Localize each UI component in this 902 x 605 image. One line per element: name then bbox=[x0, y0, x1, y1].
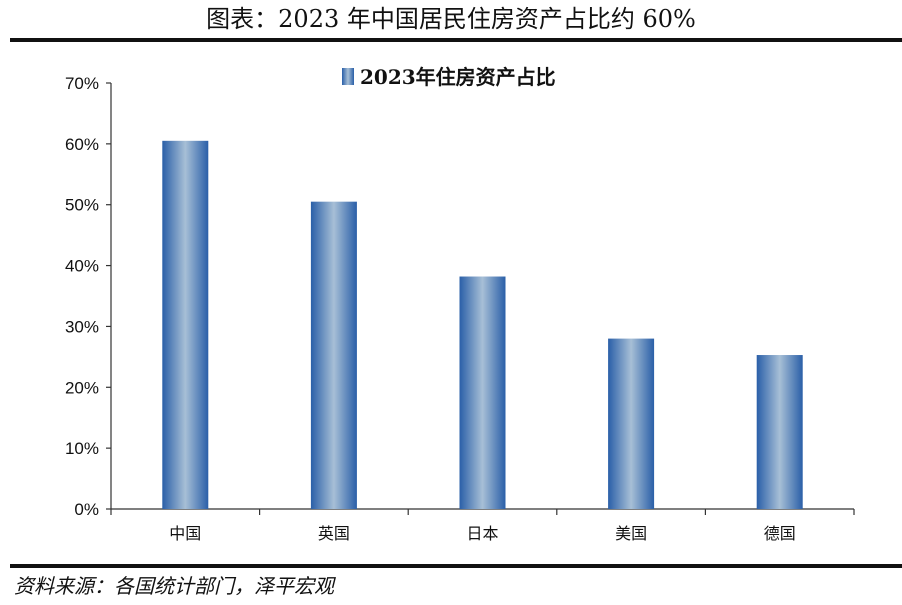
x-tick-label: 英国 bbox=[318, 524, 350, 543]
bar-3 bbox=[459, 276, 506, 509]
bar-4 bbox=[608, 338, 655, 509]
y-tick-label: 70% bbox=[65, 74, 99, 93]
y-axis: 0% 10% 20% 30% 40% 50% 60% 70% bbox=[65, 74, 112, 519]
y-tick-label: 50% bbox=[65, 196, 99, 215]
y-tick-label: 30% bbox=[65, 317, 99, 336]
y-tick-label: 10% bbox=[65, 439, 99, 458]
legend-label: 2023年住房资产占比 bbox=[360, 65, 556, 89]
y-tick-label: 20% bbox=[65, 378, 99, 397]
bottom-rule bbox=[10, 564, 902, 568]
bar-chart: 2023年住房资产占比 0% 10% 20% 30% 40% 50% 60% 70% 中国 英国… bbox=[65, 65, 855, 543]
bar-5 bbox=[756, 355, 803, 509]
y-tick-label: 40% bbox=[65, 257, 99, 276]
top-rule bbox=[10, 38, 902, 42]
x-tick-label: 德国 bbox=[764, 524, 796, 543]
x-axis: 中国 英国 日本 美国 德国 bbox=[110, 508, 855, 543]
bar-1 bbox=[162, 140, 209, 510]
source-note: 资料来源：各国统计部门，泽平宏观 bbox=[14, 574, 334, 598]
y-tick-label: 0% bbox=[74, 500, 99, 519]
y-tick-label: 60% bbox=[65, 135, 99, 154]
bar-2 bbox=[310, 201, 357, 509]
x-tick-label: 中国 bbox=[169, 524, 201, 543]
figure-title: 图表：2023 年中国居民住房资产占比约 60% bbox=[206, 5, 696, 33]
x-tick-label: 日本 bbox=[466, 524, 498, 543]
chart-legend: 2023年住房资产占比 bbox=[342, 65, 556, 89]
bars bbox=[162, 140, 803, 510]
legend-swatch bbox=[342, 68, 354, 85]
x-tick-label: 美国 bbox=[615, 524, 647, 543]
